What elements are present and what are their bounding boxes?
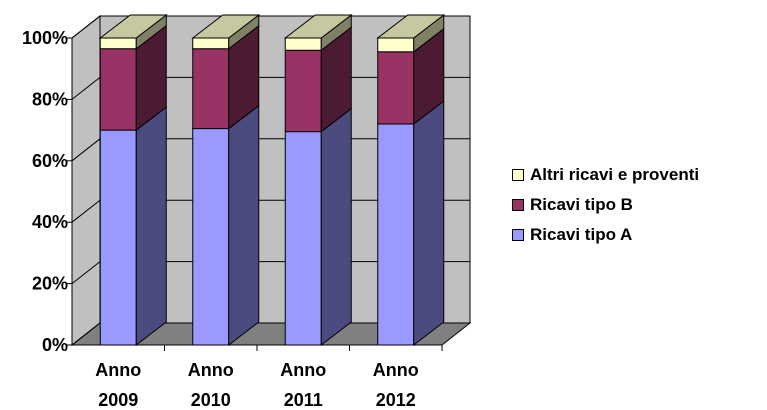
x-tick-label: 2011 [284,390,323,410]
x-tick-labels: Anno 2009 Anno 2010 Anno 2011 Anno 2012 [95,360,418,410]
bars [98,13,446,347]
y-tick-label: 0% [42,335,68,355]
bar-2-3 [377,37,415,53]
legend: Altri ricavi e proventi Ricavi tipo B Ri… [512,160,699,250]
x-tick-label: 2010 [191,390,231,410]
y-tick-label: 80% [32,89,68,109]
bar-side-0-3 [413,99,445,347]
y-tick-label: 100% [22,28,68,48]
legend-item-tipo-b: Ricavi tipo B [512,190,699,220]
legend-swatch [512,229,524,241]
x-tick-label: Anno [188,360,234,380]
bar-side-0-1 [228,104,260,347]
y-tick-label: 60% [32,151,68,171]
bar-top-3 [376,14,446,39]
bar-2-2 [284,37,322,51]
bar-0-2 [284,131,322,346]
bar-1-3 [377,51,415,125]
legend-swatch [512,199,524,211]
legend-item-altri: Altri ricavi e proventi [512,160,699,190]
bar-1-0 [99,48,137,131]
x-tick-label: 2009 [98,390,138,410]
bar-2-1 [192,37,230,50]
y-tick-label: 40% [32,212,68,232]
axes [66,37,443,351]
x-tick-label: Anno [280,360,326,380]
bar-2-0 [99,37,137,50]
y-tick-labels: 0% 20% 40% 60% 80% 100% [22,28,68,355]
x-tick-label: Anno [95,360,141,380]
y-tick-label: 20% [32,274,68,294]
legend-swatch [512,169,524,181]
x-tick-label: 2012 [376,390,416,410]
bar-1-2 [284,49,322,133]
legend-label: Ricavi tipo B [530,195,633,214]
bar-top-1 [191,14,261,39]
legend-label: Ricavi tipo A [530,225,633,244]
bar-0-3 [377,123,415,346]
bar-top-0 [98,14,168,39]
bar-side-0-2 [320,107,352,347]
legend-item-tipo-a: Ricavi tipo A [512,220,699,250]
bar-1-1 [192,48,230,130]
bar-0-1 [192,128,230,346]
bar-side-0-0 [135,106,167,347]
bar-top-2 [283,14,353,39]
bar-0-0 [99,129,137,346]
x-tick-label: Anno [373,360,419,380]
side-wall [71,14,101,347]
legend-label: Altri ricavi e proventi [530,165,700,184]
